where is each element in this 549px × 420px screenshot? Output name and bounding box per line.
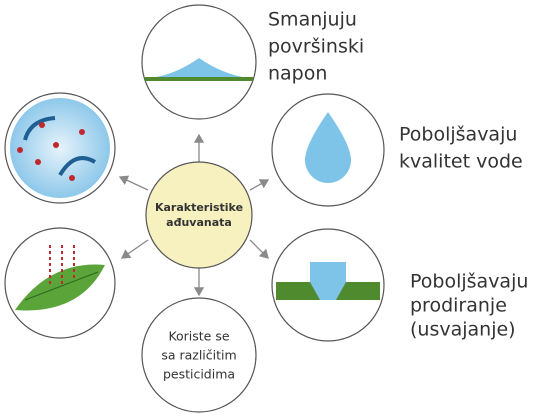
label: Poboljšavaju [399, 124, 517, 146]
diagram: Koriste se sa različitim pesticidima Kar… [0, 0, 549, 420]
node-leaf [5, 228, 115, 338]
label: Poboljšavaju [410, 271, 528, 293]
node-drop [272, 94, 384, 206]
label: prodiranje [410, 295, 507, 317]
node-text: Koriste se [168, 329, 229, 344]
label: napon [268, 63, 327, 85]
node-pesticides: Koriste se sa različitim pesticidima [142, 298, 256, 412]
label: Smanjuju [268, 9, 357, 31]
label: površinski [268, 36, 364, 58]
label: (usvajanje) [410, 319, 516, 341]
node-text: pesticidima [163, 367, 235, 382]
node-surface [142, 5, 256, 119]
center-node: Karakteristike ađuvanata [146, 162, 252, 268]
node-penetration [272, 229, 384, 341]
node-text: sa različitim [161, 348, 236, 363]
center-text: Karakteristike [155, 201, 243, 214]
node-bubble [5, 93, 115, 203]
label: kvalitet vode [399, 151, 523, 173]
center-text: ađuvanata [166, 216, 232, 229]
